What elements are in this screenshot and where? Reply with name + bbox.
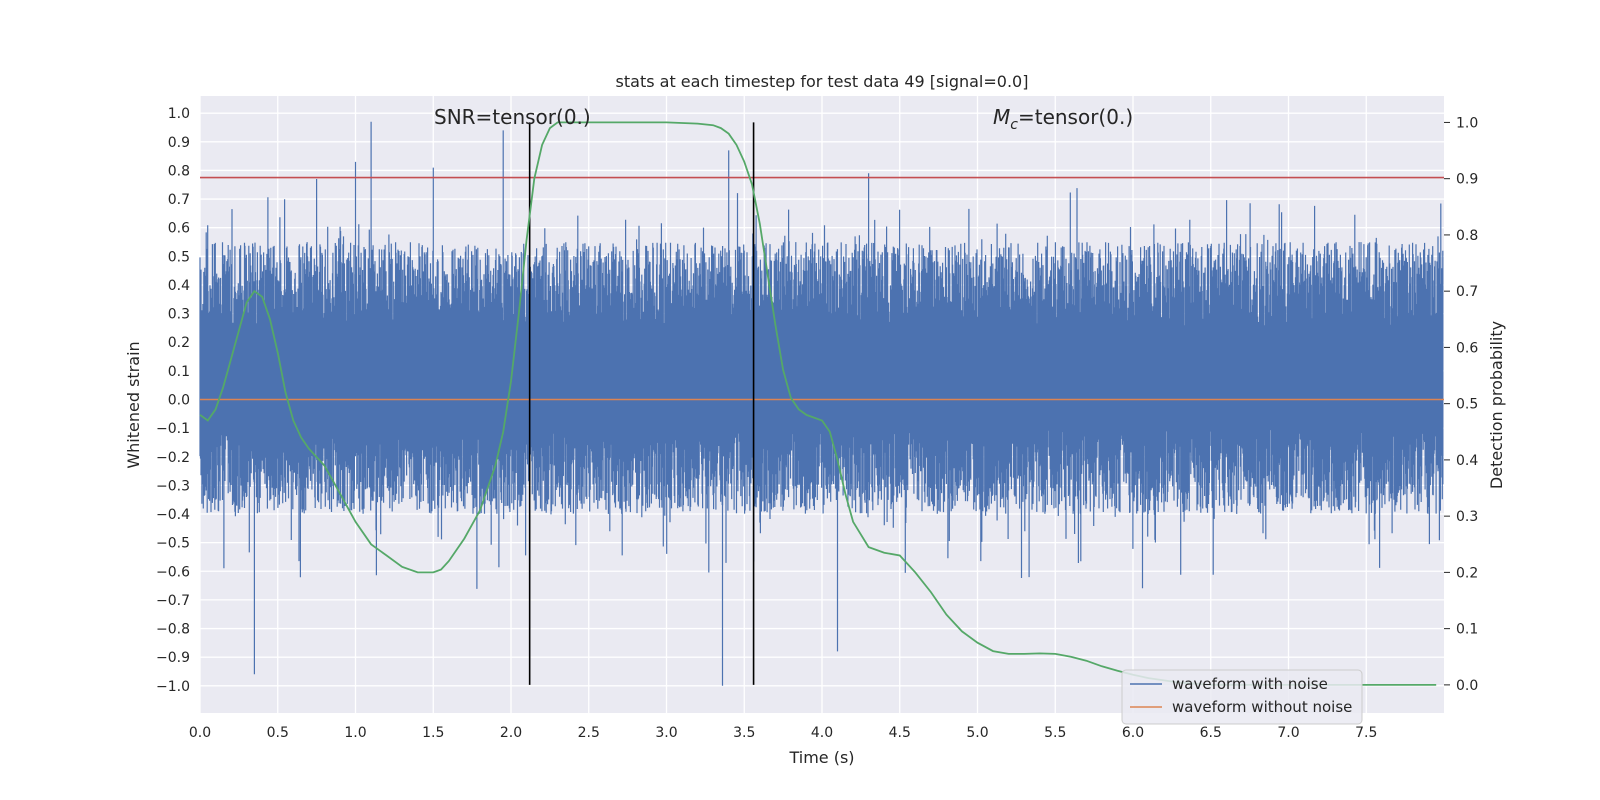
- y-left-tick-label: −0.2: [156, 450, 190, 466]
- noise-trace: [199, 121, 1444, 686]
- chart-title: stats at each timestep for test data 49 …: [616, 72, 1029, 91]
- y-left-tick-label: −0.9: [156, 650, 190, 666]
- y-left-tick-label: 0.8: [168, 163, 190, 179]
- y-left-tick-label: 0.2: [168, 335, 190, 351]
- y-right-tick-label: 0.1: [1456, 622, 1478, 638]
- y-left-tick-label: 0.5: [168, 249, 190, 265]
- y-left-tick-label: −0.4: [156, 507, 190, 523]
- x-tick-label: 5.0: [966, 725, 988, 741]
- y-left-tick-label: −0.1: [156, 421, 190, 437]
- x-tick-label: 1.5: [422, 725, 444, 741]
- y-left-tick-label: −0.3: [156, 478, 190, 494]
- y-left-tick-label: 0.1: [168, 364, 190, 380]
- y-right-tick-label: 0.7: [1456, 284, 1478, 300]
- y-right-tick-label: 0.8: [1456, 228, 1478, 244]
- legend: waveform with noise waveform without noi…: [1121, 669, 1363, 725]
- y-left-tick-label: 0.9: [168, 135, 190, 151]
- x-tick-label: 5.5: [1044, 725, 1066, 741]
- x-tick-label: 7.5: [1355, 725, 1377, 741]
- x-tick-label: 6.0: [1122, 725, 1144, 741]
- chirp-mass-value: =tensor(0.): [1018, 105, 1133, 129]
- x-tick-label: 0.0: [189, 725, 211, 741]
- x-tick-label: 4.0: [811, 725, 833, 741]
- y-left-tick-label: 0.7: [168, 192, 190, 208]
- y-right-tick-label: 0.5: [1456, 397, 1478, 413]
- y-axis-left: 1.0 0.9 0.8 0.7 0.6 0.5 0.4 0.3 0.2 0.1 0.0 −0.1 −0.…: [156, 106, 190, 695]
- snr-annotation: SNR=tensor(0.): [434, 105, 591, 129]
- legend-label-with-noise: waveform with noise: [1172, 675, 1328, 693]
- y-right-tick-label: 0.6: [1456, 340, 1478, 356]
- chirp-mass-annotation: Mc=tensor(0.): [993, 105, 1133, 133]
- y-left-tick-label: −0.5: [156, 536, 190, 552]
- legend-box: [1121, 669, 1363, 725]
- x-tick-label: 2.0: [500, 725, 522, 741]
- chirp-mass-subscript: c: [1010, 117, 1018, 133]
- y-left-tick-label: −1.0: [156, 679, 190, 695]
- x-tick-label: 3.5: [733, 725, 755, 741]
- y-right-tick-label: 1.0: [1456, 115, 1478, 131]
- y-axis-right: 1.0 0.9 0.8 0.7 0.6 0.5 0.4 0.3 0.2 0.1 0.0: [1444, 115, 1478, 694]
- legend-label-without-noise: waveform without noise: [1172, 698, 1352, 716]
- chirp-mass-symbol: M: [993, 105, 1010, 129]
- noise-waveform-series: [199, 121, 1444, 686]
- y-left-tick-label: 0.0: [168, 392, 190, 408]
- y-left-tick-label: 1.0: [168, 106, 190, 122]
- y-axis-right-label: Detection probability: [1487, 321, 1506, 489]
- y-right-tick-label: 0.4: [1456, 453, 1478, 469]
- y-right-tick-label: 0.2: [1456, 565, 1478, 581]
- x-tick-label: 3.0: [655, 725, 677, 741]
- y-right-tick-label: 0.0: [1456, 678, 1478, 694]
- y-left-tick-label: 0.4: [168, 278, 190, 294]
- x-axis: 0.0 0.5 1.0 1.5 2.0 2.5 3.0 3.5 4.0 4.5 5.0 5.5 6.0 6…: [189, 725, 1378, 741]
- y-right-tick-label: 0.3: [1456, 509, 1478, 525]
- y-left-tick-label: −0.6: [156, 564, 190, 580]
- y-left-tick-label: 0.6: [168, 221, 190, 237]
- detection-probability-line: [199, 121, 1437, 686]
- x-axis-label: Time (s): [788, 748, 854, 767]
- x-tick-label: 7.0: [1277, 725, 1299, 741]
- series-lines: [199, 121, 1444, 686]
- y-left-tick-label: 0.3: [168, 307, 190, 323]
- y-left-tick-label: −0.8: [156, 622, 190, 638]
- x-tick-label: 2.5: [578, 725, 600, 741]
- x-tick-label: 1.0: [344, 725, 366, 741]
- x-tick-label: 4.5: [889, 725, 911, 741]
- y-left-tick-label: −0.7: [156, 593, 190, 609]
- x-tick-label: 6.5: [1200, 725, 1222, 741]
- y-axis-left-label: Whitened strain: [124, 341, 143, 468]
- y-right-tick-label: 0.9: [1456, 172, 1478, 188]
- x-tick-label: 0.5: [267, 725, 289, 741]
